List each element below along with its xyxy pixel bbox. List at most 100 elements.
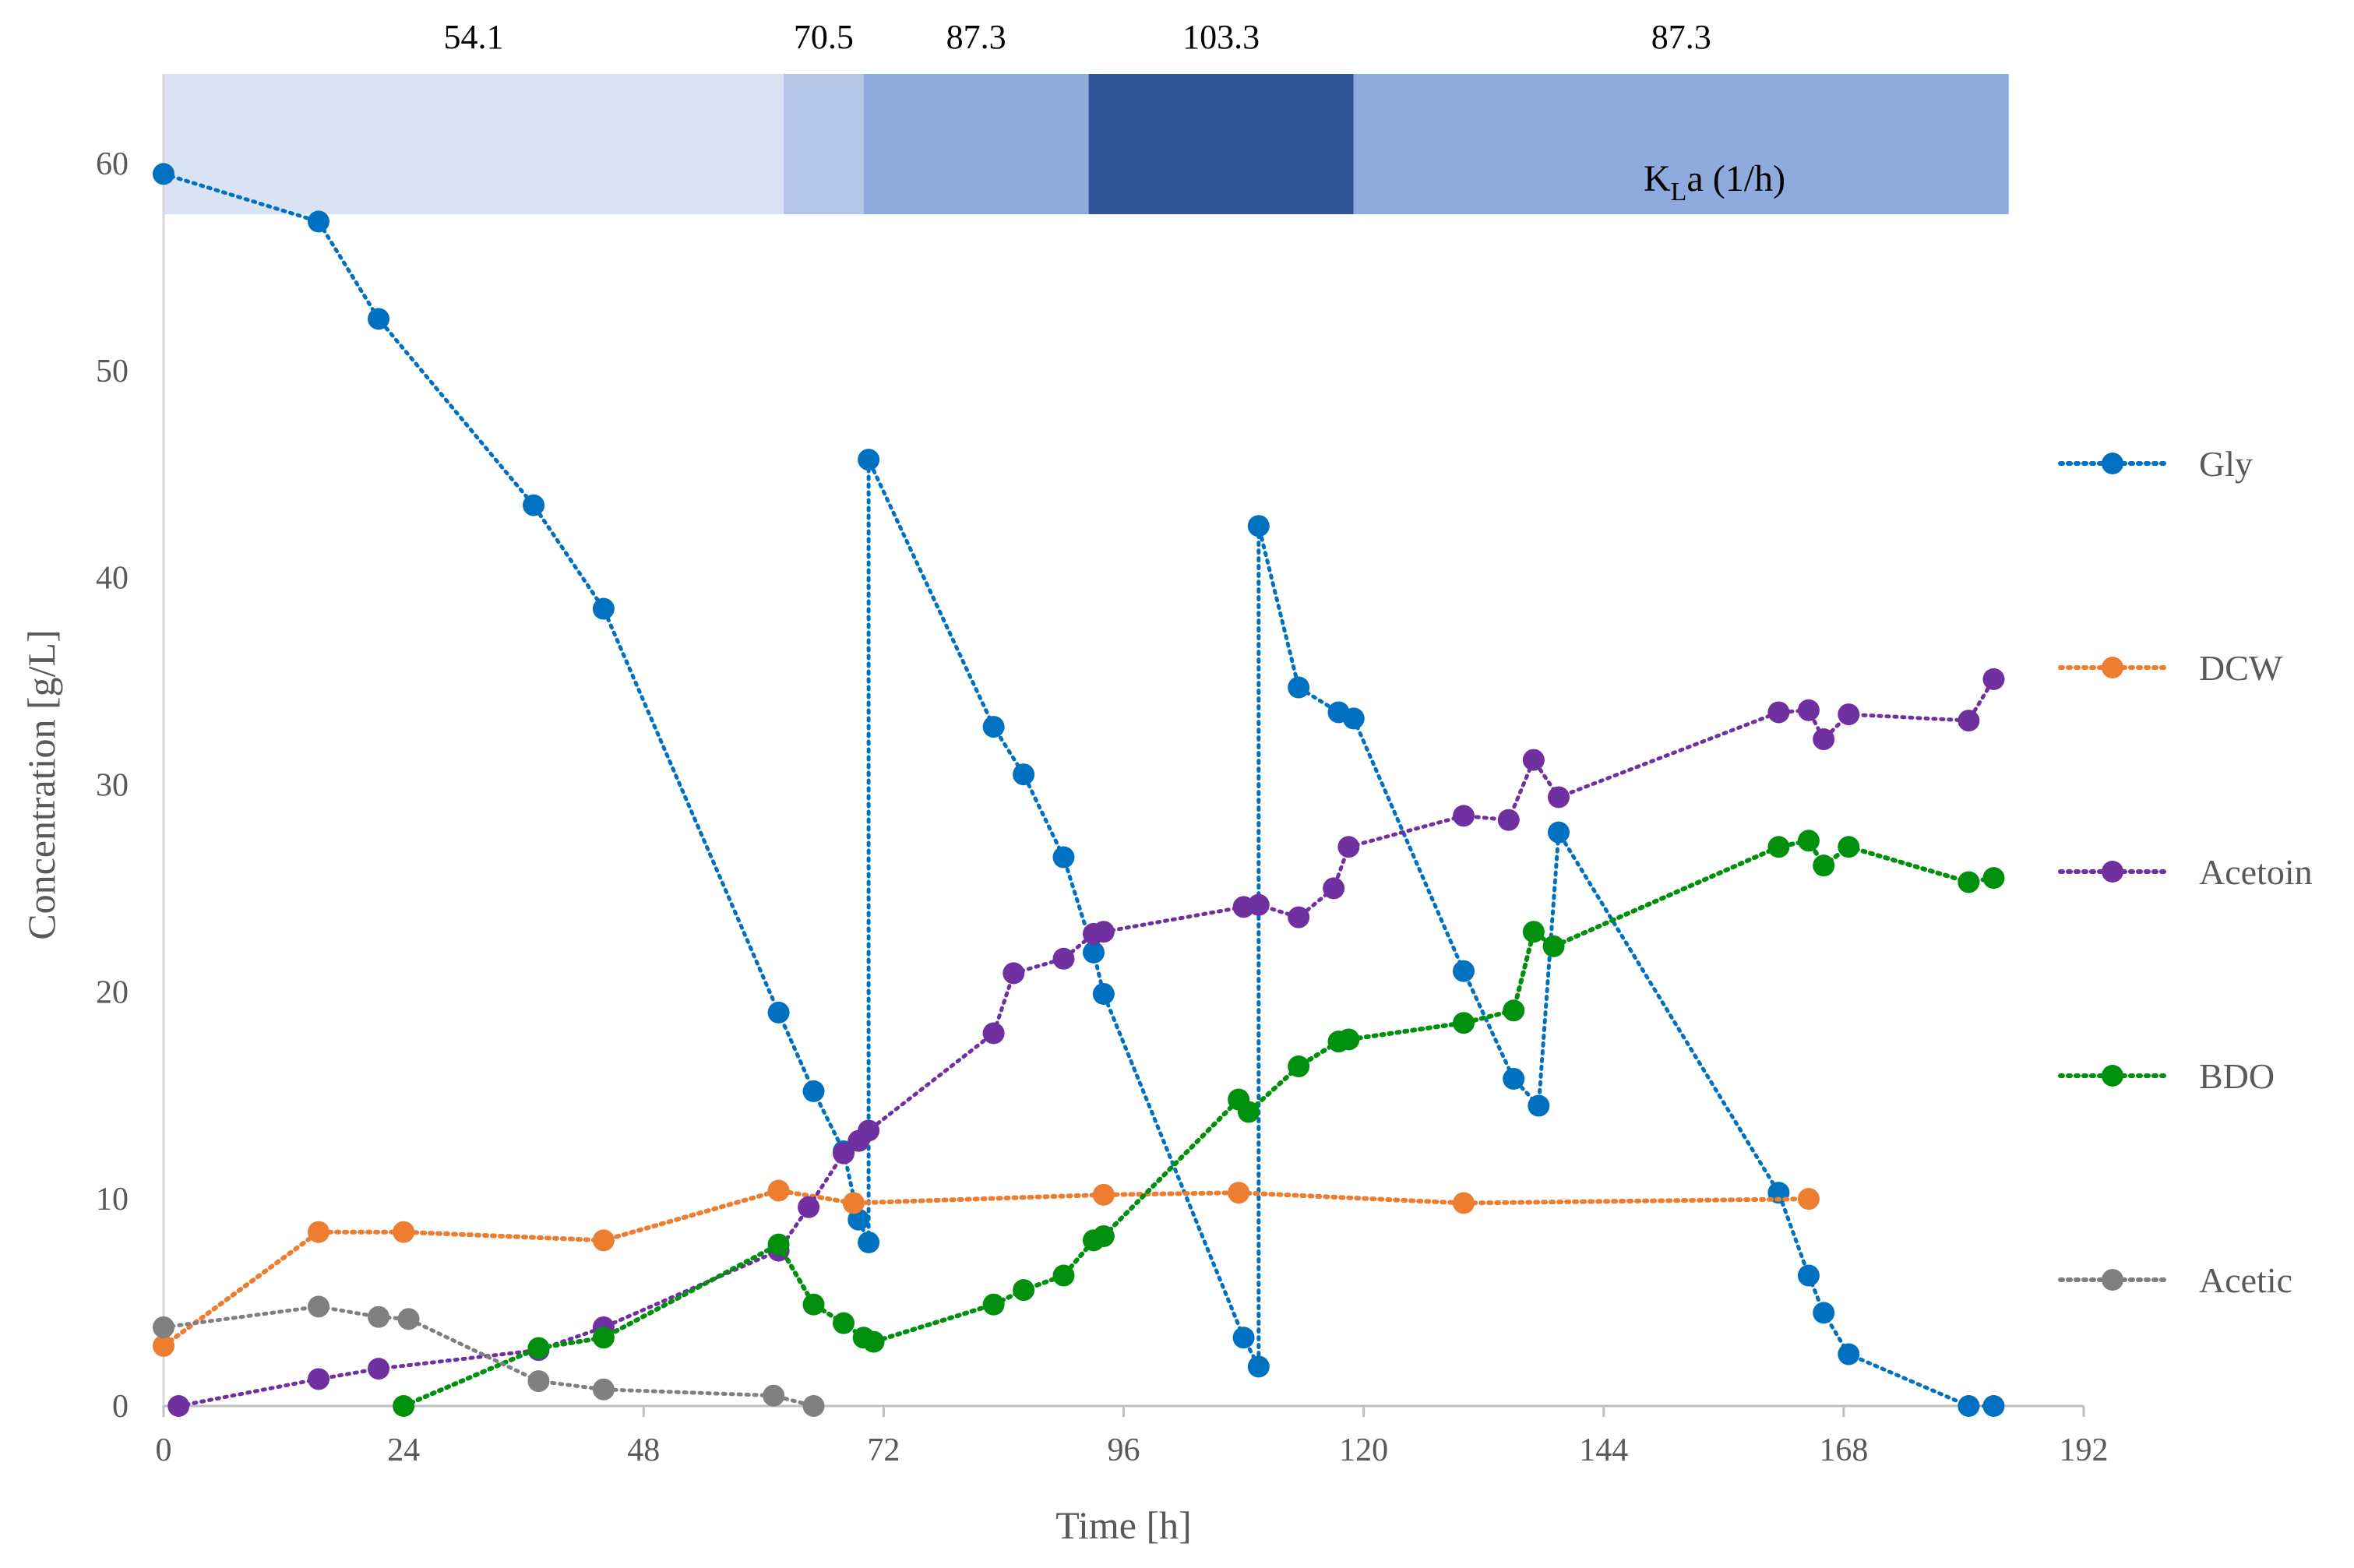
- data-point: [1528, 1094, 1550, 1117]
- data-point: [858, 1119, 880, 1142]
- data-point: [153, 163, 174, 185]
- data-point: [858, 1231, 880, 1253]
- data-point: [592, 1229, 615, 1252]
- kla-band: [1088, 74, 1354, 214]
- legend-item-acetoin: Acetoin: [2058, 852, 2313, 892]
- series-acetoin: [167, 668, 2005, 1417]
- data-point: [1453, 805, 1475, 827]
- data-point: [1838, 836, 1860, 858]
- data-point: [1092, 982, 1115, 1005]
- data-point: [153, 1334, 174, 1357]
- data-point: [1547, 821, 1570, 844]
- data-point: [1813, 728, 1835, 751]
- kla-band: [1353, 74, 2009, 214]
- legend-marker: [2102, 453, 2123, 474]
- y-tick-label: 30: [96, 768, 129, 804]
- data-point: [763, 1384, 785, 1407]
- data-point: [1503, 1067, 1525, 1090]
- data-point: [1052, 846, 1075, 869]
- data-point: [592, 1327, 615, 1349]
- data-point: [767, 1179, 790, 1202]
- x-tick-label: 96: [1108, 1432, 1140, 1468]
- data-point: [1522, 921, 1545, 943]
- data-point: [167, 1395, 190, 1417]
- data-point: [862, 1330, 885, 1353]
- data-point: [397, 1308, 420, 1330]
- data-point: [1092, 1225, 1115, 1248]
- kla-band-value: 103.3: [1182, 18, 1260, 56]
- data-point: [307, 1295, 329, 1318]
- y-tick-label: 20: [96, 974, 129, 1010]
- legend-label: Gly: [2199, 444, 2253, 484]
- data-point: [1797, 699, 1820, 721]
- series-line-dcw: [161, 1188, 1811, 1348]
- legend-label: Acetoin: [2199, 852, 2313, 892]
- data-point: [1838, 1343, 1860, 1365]
- x-tick-label: 168: [1819, 1432, 1868, 1468]
- data-point: [1453, 1012, 1475, 1034]
- data-point: [368, 1305, 390, 1328]
- data-point: [798, 1196, 820, 1218]
- x-tick-label: 192: [2060, 1432, 2109, 1468]
- data-point: [307, 210, 329, 233]
- legend-item-acetic: Acetic: [2058, 1260, 2292, 1300]
- data-point: [1958, 1395, 1980, 1417]
- data-point: [1547, 786, 1570, 809]
- kla-band-value: 87.3: [1651, 18, 1711, 56]
- data-point: [1958, 710, 1980, 732]
- data-point: [393, 1221, 415, 1243]
- data-point: [1453, 960, 1475, 982]
- data-point: [1337, 836, 1360, 858]
- data-point: [1247, 893, 1270, 916]
- data-point: [802, 1080, 825, 1102]
- data-point: [833, 1142, 855, 1165]
- data-point: [982, 1022, 1005, 1045]
- data-point: [1767, 701, 1790, 724]
- data-point: [1092, 1183, 1115, 1206]
- data-point: [153, 1316, 174, 1338]
- kla-band: [164, 74, 784, 214]
- data-point: [858, 449, 880, 471]
- data-point: [1232, 1327, 1255, 1349]
- data-point: [368, 1358, 390, 1380]
- data-point: [1247, 515, 1270, 537]
- series-gly: [153, 163, 2005, 1417]
- legend-marker: [2102, 1269, 2123, 1291]
- data-point: [982, 716, 1005, 738]
- legend-item-dcw: DCW: [2058, 648, 2283, 688]
- data-point: [1052, 1264, 1075, 1287]
- x-tick-label: 24: [387, 1432, 420, 1468]
- data-point: [1052, 947, 1075, 970]
- series-line-acetoin: [176, 677, 1996, 1408]
- axes: 0 24 48 72 96 120 144 168 192 0 10 20 30 40 50 60: [96, 74, 2109, 1468]
- kla-band: [783, 74, 864, 214]
- data-point: [1982, 668, 2005, 690]
- legend-label: BDO: [2199, 1056, 2275, 1096]
- legend-item-gly: Gly: [2058, 444, 2253, 484]
- data-point: [1522, 749, 1545, 771]
- legend-label: Acetic: [2199, 1260, 2292, 1300]
- data-point: [982, 1293, 1005, 1316]
- kla-band-labels: 54.1 70.5 87.3 103.3 87.3: [443, 18, 1711, 56]
- legend: Gly DCW Acetoin BDO Acetic: [2058, 444, 2313, 1300]
- data-point: [1982, 867, 2005, 890]
- series-line-acetic: [161, 1304, 816, 1408]
- kla-band-value: 54.1: [443, 18, 503, 56]
- data-point: [1797, 1188, 1820, 1210]
- data-point: [1288, 676, 1310, 699]
- series-line-bdo: [401, 837, 1996, 1408]
- data-point: [393, 1395, 415, 1417]
- data-point: [1288, 1055, 1310, 1078]
- kla-band-value: 70.5: [794, 18, 854, 56]
- data-point: [1542, 935, 1565, 957]
- data-point: [1003, 962, 1025, 985]
- data-point: [842, 1192, 865, 1214]
- data-point: [527, 1370, 550, 1393]
- x-tick-label: 120: [1339, 1432, 1388, 1468]
- data-point: [1813, 1302, 1835, 1324]
- data-point: [307, 1221, 329, 1243]
- y-tick-label: 10: [96, 1182, 129, 1217]
- data-point: [523, 494, 545, 516]
- data-point: [592, 1378, 615, 1401]
